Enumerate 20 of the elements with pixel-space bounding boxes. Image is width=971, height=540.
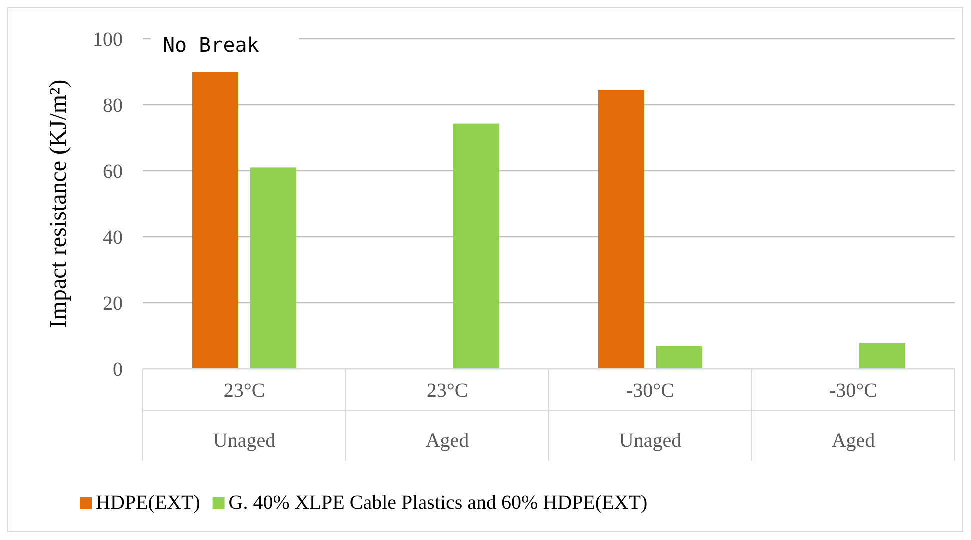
bar: [656, 346, 702, 369]
bar: [192, 72, 238, 369]
y-tick-label: 40: [103, 227, 123, 249]
category-label: -30°C Unaged: [619, 380, 682, 452]
legend-label: HDPE(EXT): [96, 492, 200, 514]
y-tick-label: 60: [103, 161, 123, 183]
category-label: -30°C Aged: [830, 380, 878, 452]
annotation: No Break: [163, 33, 260, 57]
y-axis-title: Impact resistance (KJ/m²): [46, 80, 72, 328]
bar: [454, 124, 500, 369]
legend-label: G. 40% XLPE Cable Plastics and 60% HDPE(EXT): [228, 492, 648, 514]
bar: [860, 343, 906, 369]
bar: [598, 90, 644, 369]
y-tick-label: 0: [113, 359, 123, 381]
y-tick-label: 100: [93, 29, 123, 51]
y-tick-label: 80: [103, 95, 123, 117]
category-label: 23°C Unaged: [213, 380, 276, 452]
category-label: 23°C Aged: [426, 380, 470, 452]
y-tick-label: 20: [103, 293, 123, 315]
bar: [250, 168, 296, 369]
